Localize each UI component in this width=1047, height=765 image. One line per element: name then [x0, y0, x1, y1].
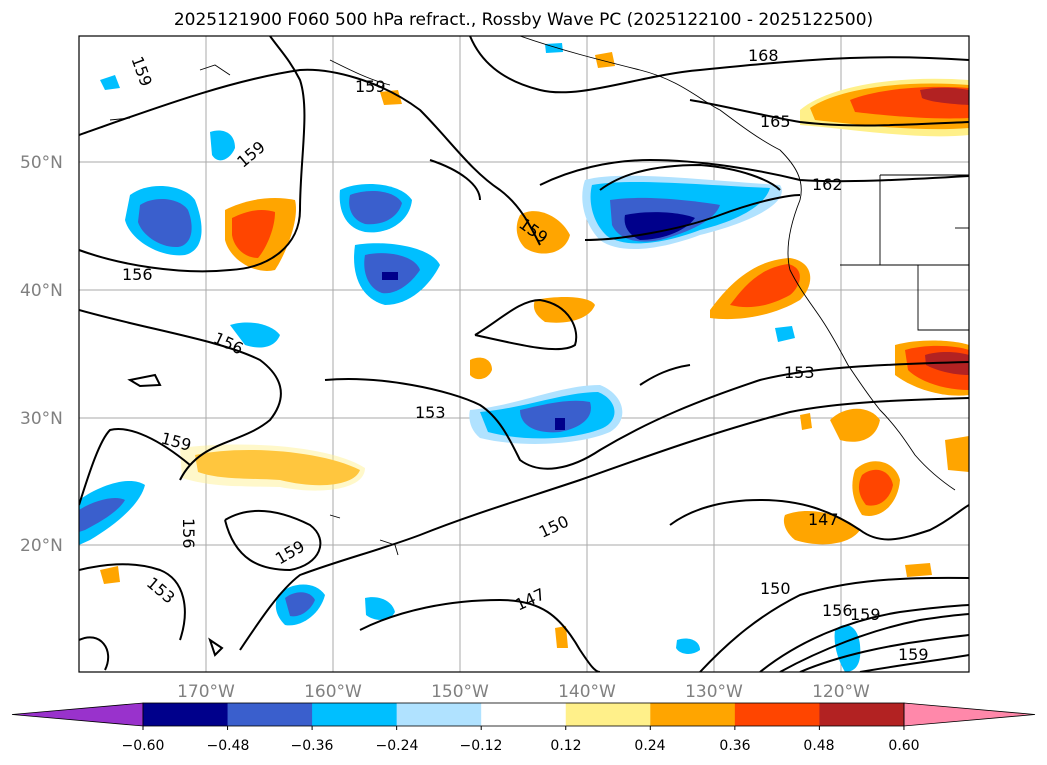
positive-anomaly-region	[555, 626, 568, 648]
colorbar-segment	[650, 703, 736, 726]
contour-label: 162	[812, 175, 843, 194]
contour-label: 156	[122, 265, 153, 284]
colorbar-segment	[734, 703, 820, 726]
negative-anomaly-region	[79, 498, 125, 532]
coastlines	[109, 36, 969, 556]
negative-anomaly-region	[676, 638, 700, 654]
contour-lines	[79, 36, 969, 672]
positive-anomaly-region	[100, 566, 120, 584]
negative-anomaly-region	[382, 272, 398, 280]
contour-label: 156	[179, 518, 198, 549]
positive-anomaly-region	[945, 436, 969, 472]
contour-label: 156	[822, 601, 853, 620]
colorbar-outline	[142, 702, 905, 727]
contour-label: 147	[808, 510, 839, 529]
lat-label: 50°N	[20, 153, 63, 173]
longitude-labels: 170°W 160°W 150°W 140°W 130°W 120°W	[177, 682, 870, 702]
anomaly-shading	[79, 43, 969, 672]
colorbar-tick-label: −0.12	[460, 738, 503, 754]
negative-anomaly-region	[545, 43, 563, 53]
negative-anomaly-region	[210, 130, 235, 161]
contour-label-group: 168 165 162 159 159 159 159 156 156 156 …	[122, 46, 929, 664]
lat-label: 20°N	[20, 536, 63, 556]
negative-anomaly-region	[555, 418, 565, 430]
colorbar-tick-label: 0.48	[803, 738, 834, 754]
colorbar-segment	[143, 703, 229, 726]
negative-anomaly-region	[285, 592, 315, 617]
colorbar-tick-label: 0.24	[634, 738, 665, 754]
positive-anomaly-region	[195, 450, 360, 486]
positive-anomaly-region	[232, 210, 275, 258]
contour-label: 168	[748, 46, 779, 65]
positive-anomaly-region	[180, 444, 365, 491]
colorbar-tick-label: −0.60	[122, 738, 165, 754]
map-title: 2025121900 F060 500 hPa refract., Rossby…	[173, 10, 874, 30]
lon-label: 140°W	[558, 682, 616, 702]
colorbar-ticks: −0.60 −0.48 −0.36 −0.24 −0.12 0.12 0.24 …	[122, 738, 920, 754]
negative-anomaly-region	[138, 198, 192, 248]
contour-label: 159	[850, 605, 881, 624]
contour-label: 153	[415, 403, 446, 422]
positive-anomaly-region	[858, 469, 893, 506]
negative-anomaly-region	[230, 322, 280, 348]
negative-anomaly-region	[834, 625, 861, 672]
latitude-labels: 50°N 40°N 30°N 20°N	[20, 153, 63, 556]
colorbar-segment	[227, 703, 313, 726]
contour-label: 159	[355, 77, 386, 96]
positive-anomaly-region	[533, 297, 595, 323]
contour-label: 159	[898, 645, 929, 664]
negative-anomaly-region	[349, 191, 402, 225]
colorbar-segment	[819, 703, 905, 726]
colorbar-tick-label: −0.24	[376, 738, 419, 754]
negative-anomaly-region	[775, 326, 795, 342]
positive-anomaly-region	[595, 52, 615, 68]
colorbar	[11, 702, 1036, 730]
lon-label: 160°W	[304, 682, 362, 702]
positive-anomaly-region	[730, 264, 800, 308]
positive-anomaly-region	[920, 87, 969, 105]
positive-anomaly-region	[516, 211, 570, 254]
positive-anomaly-region	[800, 413, 812, 430]
negative-anomaly-region	[365, 597, 395, 620]
lon-label: 170°W	[177, 682, 235, 702]
contour-label: 153	[784, 363, 815, 382]
colorbar-segment	[481, 703, 567, 726]
lat-label: 30°N	[20, 409, 63, 429]
colorbar-segment	[396, 703, 482, 726]
lon-label: 130°W	[685, 682, 743, 702]
contour-label: 165	[760, 112, 791, 131]
colorbar-segment	[312, 703, 398, 726]
colorbar-tick-label: 0.60	[888, 738, 919, 754]
negative-anomaly-region	[520, 400, 591, 433]
colorbar-tick-label: −0.48	[207, 738, 250, 754]
negative-anomaly-region	[624, 212, 695, 240]
negative-anomaly-region	[100, 75, 120, 90]
lon-label: 120°W	[812, 682, 870, 702]
positive-anomaly-region	[830, 408, 880, 442]
colorbar-extend-max	[903, 702, 1036, 727]
colorbar-tick-label: −0.36	[291, 738, 334, 754]
lat-label: 40°N	[20, 281, 63, 301]
colorbar-segment	[565, 703, 651, 726]
positive-anomaly-region	[905, 563, 932, 577]
positive-anomaly-region	[470, 357, 492, 380]
contour-label: 150	[760, 579, 791, 598]
colorbar-extend-min	[11, 702, 144, 727]
colorbar-tick-label: 0.12	[550, 738, 581, 754]
map-border	[78, 35, 970, 673]
colorbar-tick-label: 0.36	[719, 738, 750, 754]
lon-label: 150°W	[431, 682, 489, 702]
